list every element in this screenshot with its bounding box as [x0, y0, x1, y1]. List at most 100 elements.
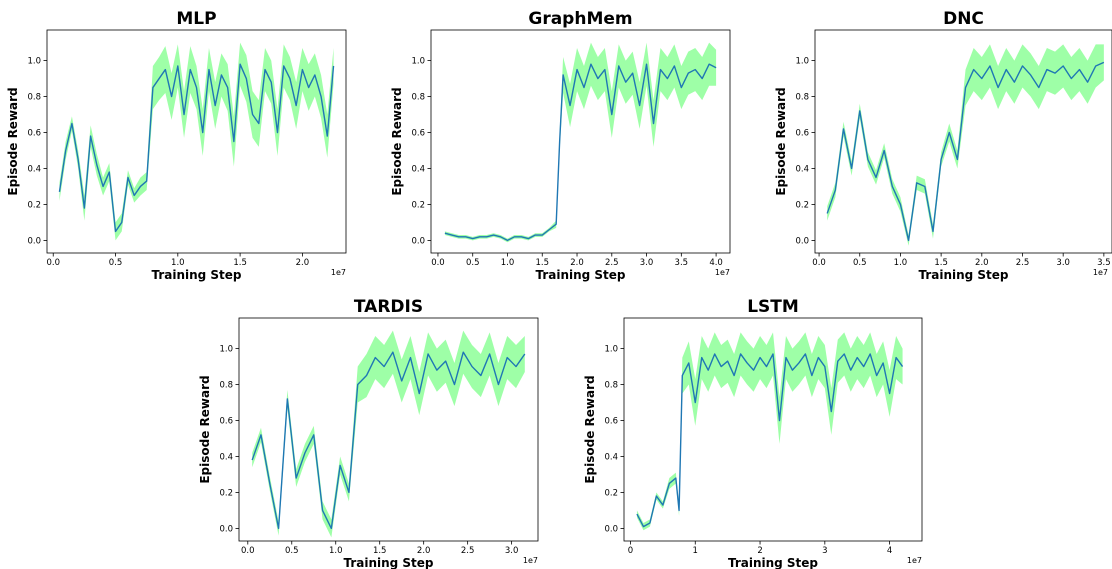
- series-band: [444, 42, 717, 243]
- x-offset-label: 1e7: [907, 556, 922, 565]
- plot-frame: [238, 317, 539, 542]
- y-tick-label: 0.0: [27, 236, 41, 246]
- y-tick-label: 0.8: [27, 93, 41, 103]
- y-tick-label: 0.4: [411, 164, 425, 174]
- x-tick-label: 0.5: [109, 258, 123, 268]
- x-tick-label: 0: [628, 546, 633, 556]
- chart-title: GraphMem: [528, 9, 632, 29]
- x-tick-label: 1: [693, 546, 698, 556]
- x-tick-label: 1.5: [373, 546, 387, 556]
- x-tick-label: 1.5: [934, 258, 948, 268]
- x-tick-label: 2: [757, 546, 762, 556]
- y-tick-label: 0.2: [604, 488, 618, 498]
- series-band: [59, 42, 334, 241]
- y-tick-label: 0.8: [411, 93, 425, 103]
- series-line: [58, 63, 335, 233]
- x-tick-label: 1.0: [329, 546, 343, 556]
- chart-title: MLP: [176, 9, 216, 29]
- x-tick-label: 3.5: [1097, 258, 1111, 268]
- y-tick-label: 1.0: [604, 345, 618, 355]
- x-axis-label: Training Step: [535, 268, 625, 282]
- y-tick-label: 0.2: [795, 200, 809, 210]
- x-tick-label: 2.0: [975, 258, 989, 268]
- y-axis-label: Episode Reward: [198, 375, 212, 483]
- panel-lstm: LSTM 0 1 2 3 4 0.0 0.2 0.4 0.6 0.8 1.0 Training Step…: [583, 297, 923, 569]
- x-tick-label: 0.5: [466, 258, 480, 268]
- y-tick-label: 0.0: [604, 524, 618, 534]
- x-axis-label: Training Step: [728, 556, 818, 569]
- x-tick-label: 0.0: [241, 546, 255, 556]
- panel-dnc: DNC 0.0 0.5 1.0 1.5 2.0 2.5 3.0 3.5 0.0 0.2 0.4 0.6 0…: [774, 9, 1112, 282]
- x-offset-label: 1e7: [715, 268, 730, 277]
- x-tick-label: 1.0: [501, 258, 515, 268]
- x-offset-label: 1e7: [331, 268, 346, 277]
- x-tick-label: 0.0: [46, 258, 60, 268]
- plot-frame: [814, 29, 1112, 254]
- x-axis-label: Training Step: [343, 556, 433, 569]
- x-tick-label: 3.0: [640, 258, 654, 268]
- x-axis-label: Training Step: [918, 268, 1008, 282]
- panel-graphmem: GraphMem 0.0 0.5 1.0 1.5 2.0 2.5 3.0 3.5 4.0 0.0 0.…: [390, 9, 731, 282]
- x-tick-label: 1.5: [233, 258, 247, 268]
- x-tick-label: 0.0: [431, 258, 445, 268]
- y-tick-label: 0.4: [27, 164, 41, 174]
- series-line: [444, 63, 717, 242]
- y-axis-label: Episode Reward: [6, 87, 20, 195]
- series-line: [251, 351, 526, 530]
- x-tick-label: 0.5: [853, 258, 867, 268]
- x-tick-label: 1.0: [894, 258, 908, 268]
- series-band: [636, 332, 903, 531]
- y-tick-label: 0.6: [411, 129, 425, 139]
- y-tick-label: 0.2: [219, 488, 233, 498]
- chart-title: LSTM: [747, 297, 799, 317]
- y-tick-label: 0.2: [411, 200, 425, 210]
- x-tick-label: 1.0: [171, 258, 185, 268]
- y-tick-label: 0.8: [219, 381, 233, 391]
- series-line: [826, 61, 1105, 242]
- y-tick-label: 0.6: [27, 129, 41, 139]
- y-tick-label: 0.6: [795, 129, 809, 139]
- plot-frame: [46, 29, 347, 254]
- y-tick-label: 0.0: [219, 524, 233, 534]
- x-tick-label: 4.0: [709, 258, 723, 268]
- x-tick-label: 2.5: [461, 546, 475, 556]
- y-tick-label: 1.0: [411, 57, 425, 67]
- plot-frame: [430, 29, 731, 254]
- x-offset-label: 1e7: [1093, 268, 1108, 277]
- y-tick-label: 0.2: [27, 200, 41, 210]
- chart-title: TARDIS: [354, 297, 423, 317]
- chart-title: DNC: [943, 9, 984, 29]
- y-tick-label: 0.0: [795, 236, 809, 246]
- y-axis-label: Episode Reward: [583, 375, 597, 483]
- x-tick-label: 2.0: [417, 546, 431, 556]
- x-tick-label: 3.0: [505, 546, 519, 556]
- x-tick-label: 0.5: [285, 546, 299, 556]
- y-tick-label: 0.6: [604, 417, 618, 427]
- y-tick-label: 0.4: [604, 452, 618, 462]
- plot-frame: [623, 317, 923, 542]
- x-tick-label: 2.0: [296, 258, 310, 268]
- series-line: [636, 353, 904, 528]
- y-tick-label: 0.8: [604, 381, 618, 391]
- y-tick-label: 0.4: [795, 164, 809, 174]
- y-tick-label: 1.0: [27, 57, 41, 67]
- y-axis-label: Episode Reward: [390, 87, 404, 195]
- y-axis-label: Episode Reward: [774, 87, 788, 195]
- x-tick-label: 4: [887, 546, 892, 556]
- x-tick-label: 3.5: [675, 258, 689, 268]
- x-tick-label: 3: [822, 546, 827, 556]
- y-tick-label: 1.0: [219, 345, 233, 355]
- x-tick-label: 0.0: [812, 258, 826, 268]
- y-tick-label: 1.0: [795, 57, 809, 67]
- x-axis-label: Training Step: [151, 268, 241, 282]
- y-tick-label: 0.4: [219, 452, 233, 462]
- y-tick-label: 0.8: [795, 93, 809, 103]
- y-tick-label: 0.6: [219, 417, 233, 427]
- x-tick-label: 2.5: [1016, 258, 1030, 268]
- x-tick-label: 2.5: [605, 258, 619, 268]
- x-offset-label: 1e7: [523, 556, 538, 565]
- y-tick-label: 0.0: [411, 236, 425, 246]
- x-tick-label: 2.0: [570, 258, 584, 268]
